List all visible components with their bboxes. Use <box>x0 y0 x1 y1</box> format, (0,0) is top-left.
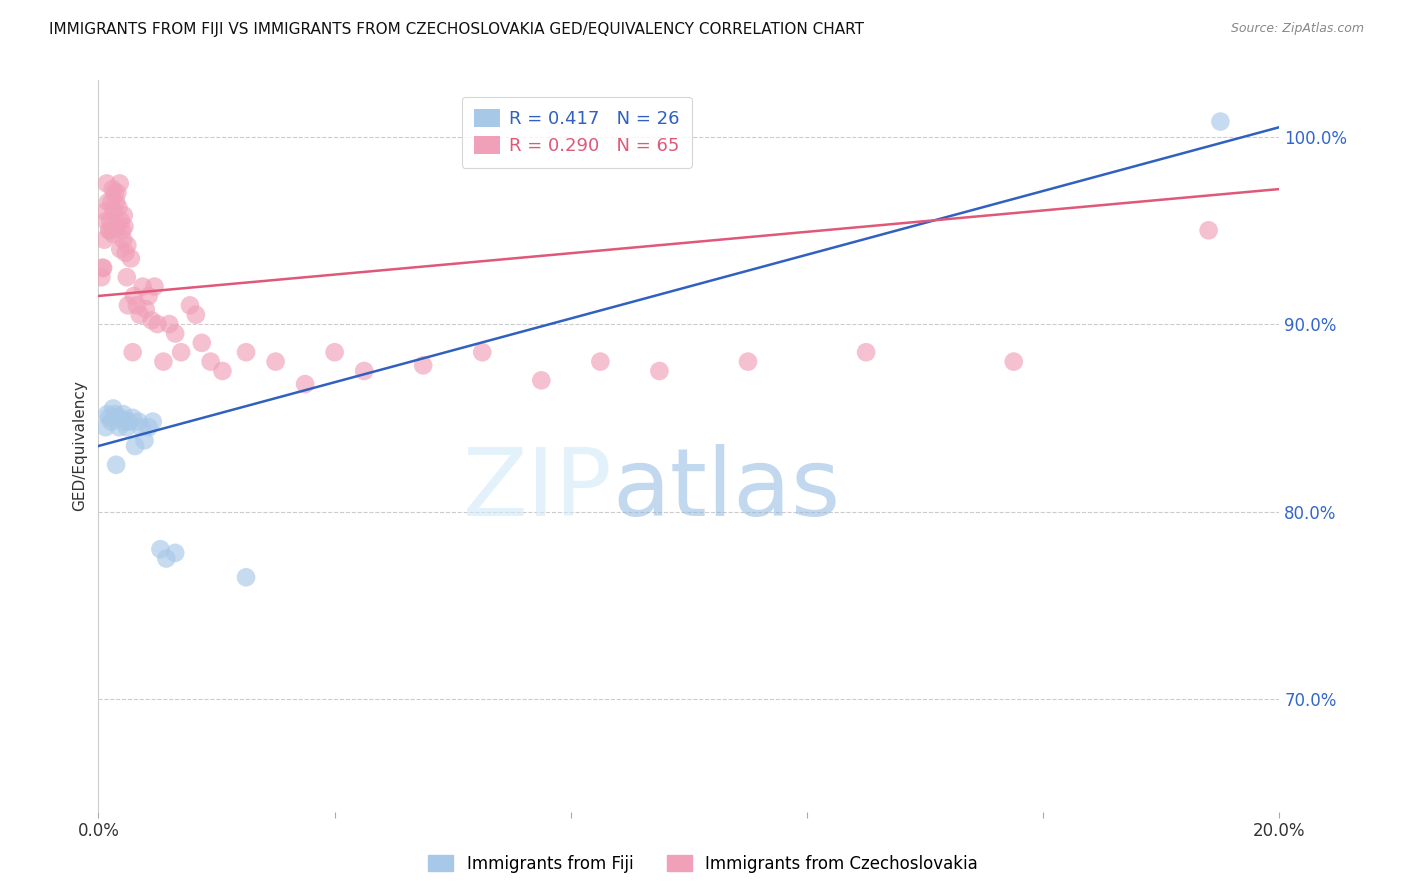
Point <box>855 345 877 359</box>
Point <box>134 434 156 448</box>
Text: atlas: atlas <box>612 444 841 536</box>
Point <box>105 219 128 234</box>
Point <box>100 195 122 210</box>
Point <box>105 186 128 200</box>
Point <box>235 345 257 359</box>
Point <box>117 238 139 252</box>
Legend: R = 0.417   N = 26, R = 0.290   N = 65: R = 0.417 N = 26, R = 0.290 N = 65 <box>461 96 692 168</box>
Point <box>90 270 112 285</box>
Point <box>191 335 214 350</box>
Point <box>165 546 187 560</box>
Point <box>264 354 287 368</box>
Point <box>648 364 671 378</box>
Point <box>110 242 132 256</box>
Point <box>1209 114 1232 128</box>
Point <box>179 298 201 312</box>
Point <box>97 195 120 210</box>
Point <box>589 354 612 368</box>
Point <box>112 219 135 234</box>
Point <box>108 177 131 191</box>
Point <box>184 308 207 322</box>
Point <box>128 415 150 429</box>
Point <box>142 415 165 429</box>
Point <box>103 227 125 241</box>
Point <box>121 410 143 425</box>
Point <box>129 420 152 434</box>
Point <box>104 186 127 200</box>
Point <box>323 345 346 359</box>
Point <box>152 354 174 368</box>
Point <box>737 354 759 368</box>
Text: ZIP: ZIP <box>463 444 612 536</box>
Point <box>149 542 172 557</box>
Point <box>105 410 128 425</box>
Point <box>94 420 117 434</box>
Point <box>105 195 128 210</box>
Point <box>94 214 117 228</box>
Point <box>353 364 375 378</box>
Point <box>122 289 145 303</box>
Point <box>115 420 138 434</box>
Point <box>121 345 143 359</box>
Point <box>94 204 117 219</box>
Point <box>125 298 148 312</box>
Point <box>138 289 160 303</box>
Point <box>98 410 121 425</box>
Point <box>146 317 169 331</box>
Point <box>103 401 125 416</box>
Point <box>471 345 494 359</box>
Point <box>93 233 115 247</box>
Point <box>117 298 139 312</box>
Point <box>96 177 118 191</box>
Point <box>157 317 180 331</box>
Point <box>294 377 316 392</box>
Text: IMMIGRANTS FROM FIJI VS IMMIGRANTS FROM CZECHOSLOVAKIA GED/EQUIVALENCY CORRELATI: IMMIGRANTS FROM FIJI VS IMMIGRANTS FROM … <box>49 22 865 37</box>
Point <box>200 354 222 368</box>
Text: Source: ZipAtlas.com: Source: ZipAtlas.com <box>1230 22 1364 36</box>
Point <box>114 245 136 260</box>
Point <box>107 201 129 215</box>
Point <box>135 302 157 317</box>
Point <box>112 208 135 222</box>
Point <box>112 407 135 421</box>
Point <box>1002 354 1025 368</box>
Point <box>98 223 121 237</box>
Point <box>141 313 163 327</box>
Point <box>115 270 138 285</box>
Point <box>211 364 233 378</box>
Point <box>111 223 134 237</box>
Point <box>112 233 135 247</box>
Point <box>98 214 121 228</box>
Point <box>124 439 146 453</box>
Point <box>132 279 155 293</box>
Point <box>110 410 132 425</box>
Point <box>105 458 128 472</box>
Point <box>91 260 114 275</box>
Legend: Immigrants from Fiji, Immigrants from Czechoslovakia: Immigrants from Fiji, Immigrants from Cz… <box>422 848 984 880</box>
Point <box>108 420 131 434</box>
Point <box>165 326 187 341</box>
Point <box>98 223 121 237</box>
Point <box>103 204 125 219</box>
Point <box>530 373 553 387</box>
Point <box>143 279 166 293</box>
Point <box>110 214 132 228</box>
Point <box>100 415 122 429</box>
Point <box>101 182 124 196</box>
Point <box>235 570 257 584</box>
Point <box>91 260 114 275</box>
Point <box>120 252 142 266</box>
Point <box>118 415 141 429</box>
Point <box>170 345 193 359</box>
Point <box>114 415 136 429</box>
Point <box>1198 223 1220 237</box>
Point <box>138 420 160 434</box>
Point <box>96 407 118 421</box>
Point <box>104 407 127 421</box>
Point <box>155 551 177 566</box>
Point <box>128 308 150 322</box>
Point <box>412 359 434 373</box>
Y-axis label: GED/Equivalency: GED/Equivalency <box>72 381 87 511</box>
